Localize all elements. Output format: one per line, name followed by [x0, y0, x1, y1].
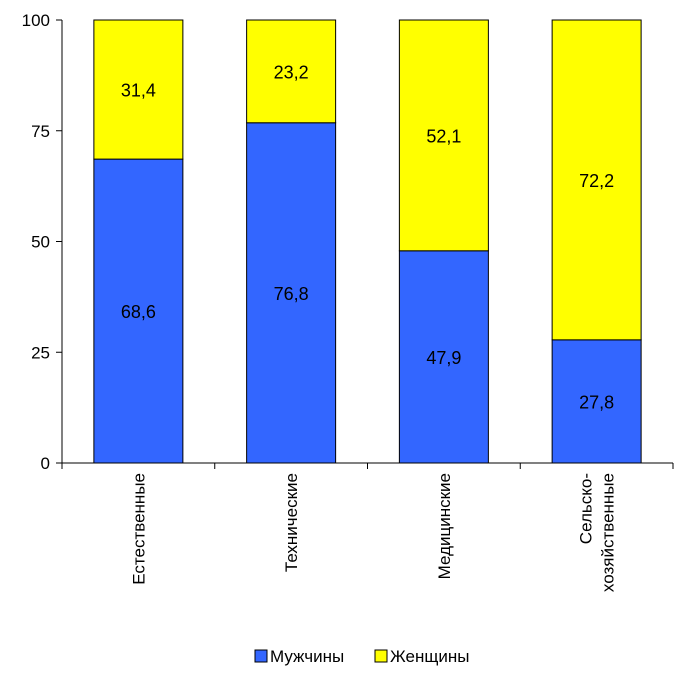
data-label: 72,2 [579, 171, 614, 191]
bar-segment-women [246, 19, 337, 124]
category-label: Медицинские [435, 473, 454, 579]
y-axis: 0 25 50 75 100 [22, 11, 63, 473]
bar-segment-men [398, 250, 489, 464]
bar-segment-women [93, 19, 184, 160]
data-label: 23,2 [274, 62, 309, 82]
category-label: Технические [282, 473, 301, 572]
legend: Мужчины Женщины [254, 647, 469, 666]
data-label: 27,8 [579, 392, 614, 412]
legend-swatch [374, 649, 388, 663]
data-label: 52,1 [426, 126, 461, 146]
data-label: 68,6 [121, 302, 156, 322]
category-label: Сельско- [577, 473, 596, 544]
bar-segment-men [551, 339, 642, 464]
legend-swatch [254, 649, 268, 663]
y-tick-label: 0 [41, 454, 50, 473]
y-tick-label: 100 [22, 11, 50, 30]
data-label: 31,4 [121, 81, 156, 101]
y-tick-label: 50 [31, 233, 50, 252]
bar-segment-men [246, 122, 337, 464]
legend-label: Мужчины [270, 647, 344, 666]
data-label: 76,8 [274, 284, 309, 304]
bars: 68,6 31,4 76,8 23,2 47,9 52,1 27,8 72,2 [93, 19, 642, 464]
y-tick-label: 75 [31, 122, 50, 141]
category-label: Естественные [129, 473, 148, 585]
category-label: хозяйственные [599, 473, 618, 592]
bar-segment-women [398, 19, 489, 252]
y-tick-label: 25 [31, 343, 50, 362]
bar-segment-women [551, 19, 642, 341]
x-axis: Естественные Технические Медицинские Сельск… [61, 462, 674, 592]
data-label: 47,9 [426, 348, 461, 368]
legend-label: Женщины [390, 647, 469, 666]
